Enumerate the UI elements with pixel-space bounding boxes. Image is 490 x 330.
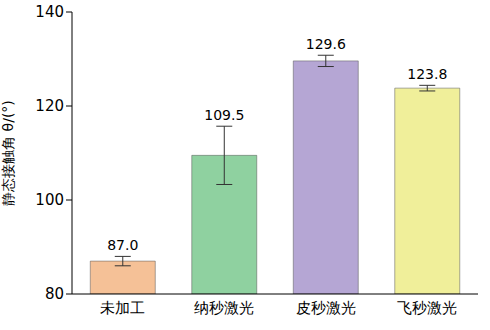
svg-text:皮秒激光: 皮秒激光 xyxy=(296,299,356,317)
svg-text:飞秒激光: 飞秒激光 xyxy=(397,299,457,317)
svg-text:100: 100 xyxy=(35,191,64,209)
svg-text:静态接触角 θ/(°): 静态接触角 θ/(°) xyxy=(0,100,16,206)
svg-text:129.6: 129.6 xyxy=(306,36,346,52)
svg-text:120: 120 xyxy=(35,97,64,115)
svg-text:123.8: 123.8 xyxy=(407,66,447,82)
svg-text:80: 80 xyxy=(45,285,64,303)
svg-text:140: 140 xyxy=(35,3,64,21)
svg-text:109.5: 109.5 xyxy=(204,107,244,123)
svg-text:纳秒激光: 纳秒激光 xyxy=(194,299,254,317)
svg-text:87.0: 87.0 xyxy=(107,237,138,253)
svg-text:未加工: 未加工 xyxy=(100,299,145,317)
